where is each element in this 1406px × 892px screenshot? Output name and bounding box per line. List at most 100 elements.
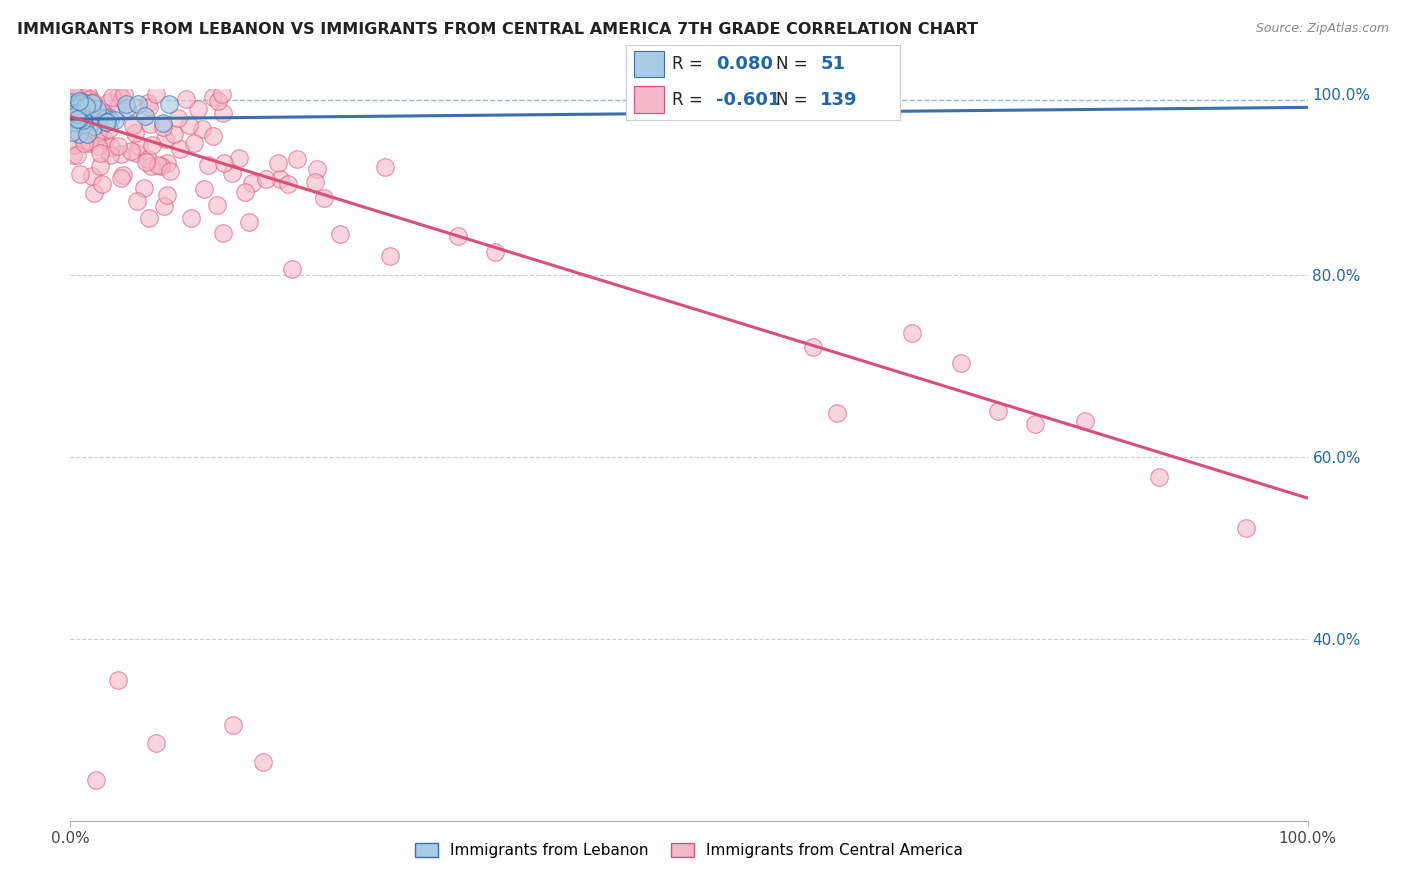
Point: [900, 326, 922, 341]
Point: [66, 107, 89, 121]
Point: [60, 109, 83, 123]
Point: [94, 111, 117, 125]
Point: [156, 156, 179, 170]
Point: [62, 87, 84, 101]
Text: N =: N =: [776, 55, 808, 73]
Point: [1074, 414, 1097, 428]
Point: [312, 191, 335, 205]
Point: [112, 169, 135, 183]
Point: [86, 102, 108, 116]
Point: [69, 167, 91, 181]
Point: [80, 96, 103, 111]
Point: [75, 128, 97, 142]
Point: [73, 133, 96, 147]
Text: Source: ZipAtlas.com: Source: ZipAtlas.com: [1256, 22, 1389, 36]
Point: [304, 175, 326, 189]
Point: [60, 87, 83, 101]
Point: [202, 90, 225, 104]
Point: [136, 153, 159, 167]
Point: [82, 114, 104, 128]
Point: [75, 93, 97, 107]
Point: [66, 147, 89, 161]
Point: [138, 100, 160, 114]
Point: [252, 755, 274, 769]
Point: [87, 118, 110, 132]
Point: [162, 127, 184, 141]
Point: [222, 718, 245, 732]
Point: [87, 129, 110, 144]
Point: [157, 97, 180, 112]
Point: [76, 127, 98, 141]
Point: [285, 153, 308, 167]
Point: [98, 122, 121, 136]
Point: [128, 138, 150, 153]
Point: [238, 215, 260, 229]
Point: [950, 356, 973, 370]
Point: [98, 112, 121, 127]
Point: [183, 136, 205, 150]
Point: [76, 102, 98, 116]
Point: [374, 160, 396, 174]
Point: [69, 97, 91, 112]
Point: [98, 148, 121, 162]
Point: [122, 99, 145, 113]
Point: [62, 106, 84, 120]
Point: [83, 105, 105, 120]
Point: [66, 101, 89, 115]
Point: [65, 110, 87, 124]
Point: [124, 126, 146, 140]
Point: [73, 136, 96, 150]
Point: [101, 89, 124, 103]
Point: [73, 117, 96, 131]
Point: [177, 118, 200, 132]
Point: [91, 177, 114, 191]
Bar: [634, 51, 664, 78]
Point: [987, 404, 1010, 418]
Point: [75, 99, 97, 113]
Point: [180, 211, 202, 225]
Point: [66, 100, 89, 114]
Bar: [634, 87, 664, 112]
Point: [254, 172, 277, 186]
Point: [207, 94, 229, 108]
Point: [191, 121, 214, 136]
Point: [70, 95, 93, 109]
Point: [801, 340, 824, 354]
Point: [75, 93, 97, 107]
Point: [207, 198, 229, 212]
Point: [60, 87, 83, 101]
Point: [69, 107, 91, 121]
Point: [197, 158, 219, 172]
Point: [60, 112, 83, 126]
Point: [60, 110, 83, 124]
Text: 0.080: 0.080: [716, 55, 773, 73]
Point: [211, 87, 233, 101]
Point: [63, 105, 86, 120]
Point: [269, 171, 291, 186]
Point: [62, 87, 84, 101]
Point: [70, 112, 93, 126]
Point: [281, 261, 304, 276]
Point: [156, 188, 179, 202]
Point: [72, 113, 94, 128]
Legend: Immigrants from Lebanon, Immigrants from Central America: Immigrants from Lebanon, Immigrants from…: [409, 837, 969, 864]
Point: [105, 101, 128, 115]
Point: [305, 162, 328, 177]
Point: [76, 87, 98, 101]
Point: [70, 103, 93, 118]
Point: [65, 112, 87, 126]
Point: [120, 144, 142, 158]
Point: [1024, 417, 1046, 431]
Point: [111, 91, 134, 105]
Point: [65, 116, 87, 130]
Point: [67, 117, 90, 131]
Text: R =: R =: [672, 91, 703, 109]
Point: [152, 116, 174, 130]
Point: [60, 116, 83, 130]
Point: [63, 137, 86, 152]
Point: [97, 110, 120, 124]
Point: [70, 87, 93, 101]
Point: [112, 87, 135, 101]
Point: [169, 142, 191, 156]
Point: [67, 127, 90, 141]
